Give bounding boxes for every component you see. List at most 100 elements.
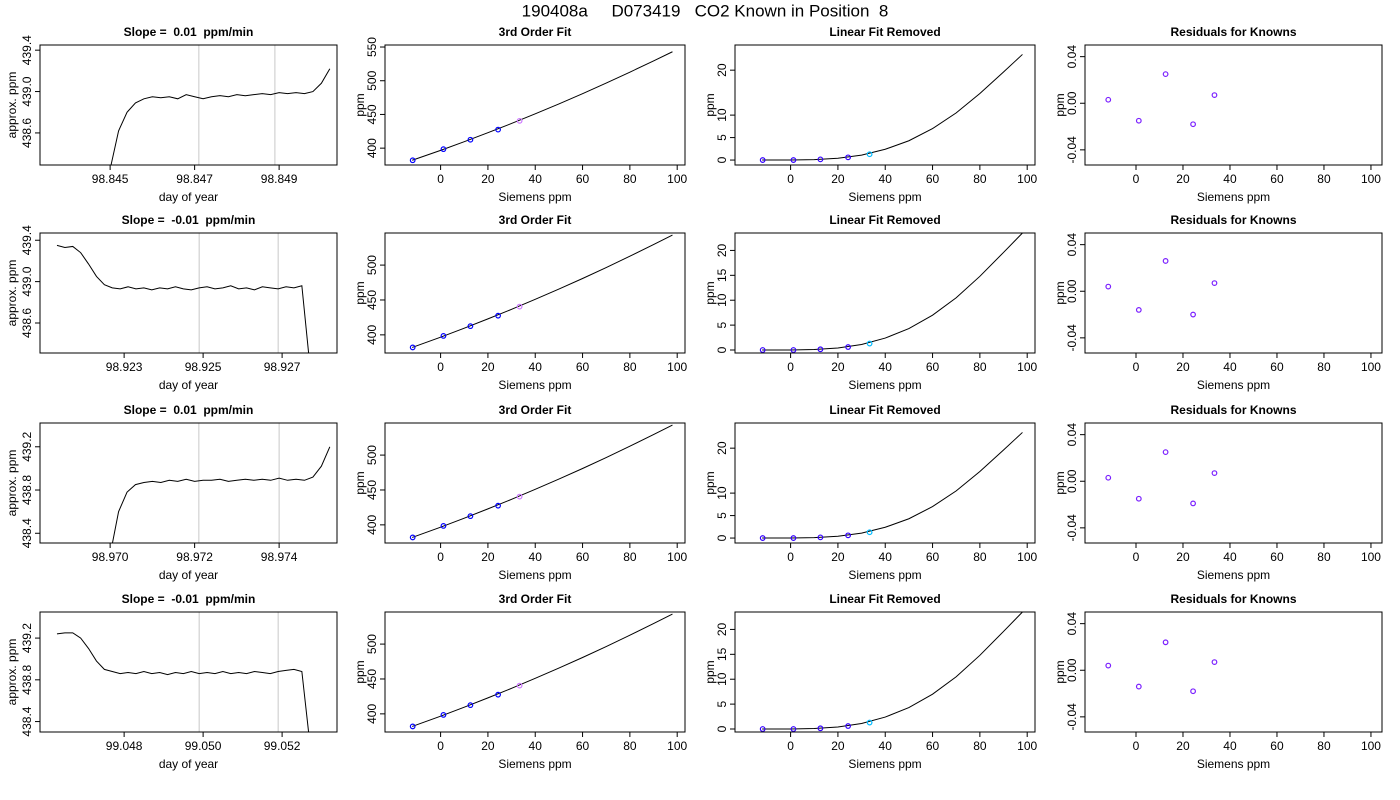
- y-tick-label: 450: [365, 480, 379, 500]
- x-axis-label: Siemens ppm: [1197, 757, 1270, 771]
- point: [866, 340, 873, 347]
- x-tick-label: 100: [1361, 360, 1381, 374]
- plot-area: [759, 233, 1023, 353]
- point: [516, 682, 523, 689]
- y-tick-label: 438.6: [20, 308, 34, 338]
- fit-curve: [762, 233, 1023, 351]
- y-axis-label: ppm: [703, 281, 717, 304]
- point: [1105, 662, 1112, 669]
- y-tick-label: 0.04: [1065, 233, 1079, 257]
- y-tick-label: 500: [365, 255, 379, 275]
- x-tick-label: 100: [667, 550, 687, 564]
- y-tick-label: 400: [365, 704, 379, 724]
- point: [1211, 92, 1218, 98]
- plot-frame: [39, 422, 338, 544]
- x-tick-label: 98.923: [106, 360, 143, 374]
- x-tick-label: 80: [623, 360, 637, 374]
- x-tick-label: 20: [831, 360, 845, 374]
- x-tick-label: 100: [1017, 739, 1037, 753]
- x-axis-label: day of year: [159, 378, 218, 392]
- x-tick-label: 60: [576, 172, 590, 186]
- panel-title: Residuals for Knowns: [1170, 592, 1296, 606]
- y-tick-label: 500: [365, 445, 379, 465]
- fit-curve: [762, 612, 1023, 730]
- y-tick-label: 438.4: [20, 518, 34, 548]
- plot-frame: [39, 611, 338, 733]
- point: [1162, 639, 1169, 646]
- point: [467, 513, 474, 520]
- x-tick-label: 40: [1223, 739, 1237, 753]
- x-axis-label: Siemens ppm: [848, 757, 921, 771]
- y-tick-label: 0.04: [1065, 612, 1079, 636]
- y-tick-label: 438.6: [20, 118, 34, 148]
- x-axis-label: Siemens ppm: [498, 568, 571, 582]
- panel-title: Residuals for Knowns: [1170, 25, 1296, 39]
- y-tick-label: 20: [715, 441, 729, 455]
- x-tick-label: 80: [973, 739, 987, 753]
- y-tick-label: 0.00: [1065, 91, 1079, 115]
- x-tick-label: 60: [1270, 172, 1284, 186]
- point: [817, 156, 824, 163]
- point: [1211, 280, 1218, 286]
- y-tick-label: -0.04: [1065, 136, 1079, 164]
- plot-area: [111, 423, 331, 543]
- x-tick-label: 98.974: [261, 550, 298, 564]
- x-tick-label: 60: [926, 172, 940, 186]
- plot-area: [409, 424, 673, 541]
- panel-title: Linear Fit Removed: [829, 25, 940, 39]
- x-tick-label: 0: [787, 739, 794, 753]
- point: [409, 157, 416, 164]
- y-tick-label: 10: [715, 486, 729, 500]
- x-axis-label: Siemens ppm: [1197, 378, 1270, 392]
- y-axis-label: ppm: [703, 660, 717, 683]
- y-tick-label: 10: [715, 672, 729, 686]
- x-tick-label: 0: [1133, 172, 1140, 186]
- point: [845, 344, 851, 350]
- point: [845, 532, 851, 539]
- x-tick-label: 80: [1317, 739, 1331, 753]
- plot-frame: [734, 44, 1036, 166]
- point: [1190, 121, 1196, 128]
- y-axis-label: ppm: [1053, 281, 1067, 304]
- y-tick-label: 450: [365, 104, 379, 124]
- y-axis-label: approx. ppm: [5, 260, 19, 327]
- x-tick-label: 40: [879, 172, 893, 186]
- point: [759, 157, 766, 163]
- x-tick-label: 20: [481, 172, 495, 186]
- y-axis-label: ppm: [353, 93, 367, 116]
- y-tick-label: 0: [715, 156, 729, 163]
- x-tick-label: 80: [1317, 360, 1331, 374]
- x-axis-label: day of year: [159, 757, 218, 771]
- y-tick-label: 0.04: [1065, 423, 1079, 447]
- point: [495, 126, 501, 133]
- y-axis-label: approx. ppm: [5, 72, 19, 139]
- point: [440, 333, 447, 339]
- x-tick-label: 98.970: [92, 550, 129, 564]
- x-tick-label: 99.052: [264, 739, 301, 753]
- plot-frame: [39, 44, 338, 166]
- panel-title: 3rd Order Fit: [499, 25, 572, 39]
- y-tick-label: 15: [715, 647, 729, 661]
- x-tick-label: 20: [481, 550, 495, 564]
- fit-curve: [412, 51, 673, 161]
- y-tick-label: 439.2: [20, 623, 34, 653]
- plot-frame: [384, 611, 686, 733]
- y-tick-label: 5: [715, 134, 729, 141]
- x-tick-label: 100: [1017, 550, 1037, 564]
- point: [409, 534, 416, 541]
- x-tick-label: 0: [1133, 360, 1140, 374]
- x-tick-label: 98.925: [185, 360, 222, 374]
- plot-frame: [1084, 44, 1383, 166]
- x-tick-label: 0: [437, 739, 444, 753]
- x-tick-label: 100: [667, 172, 687, 186]
- point: [759, 535, 766, 541]
- panel-title: Linear Fit Removed: [829, 592, 940, 606]
- plot-frame: [384, 44, 686, 166]
- x-tick-label: 100: [1361, 739, 1381, 753]
- y-tick-label: -0.04: [1065, 703, 1079, 731]
- y-tick-label: 0: [715, 534, 729, 541]
- x-tick-label: 40: [529, 550, 543, 564]
- x-tick-label: 100: [1361, 172, 1381, 186]
- point: [467, 323, 474, 330]
